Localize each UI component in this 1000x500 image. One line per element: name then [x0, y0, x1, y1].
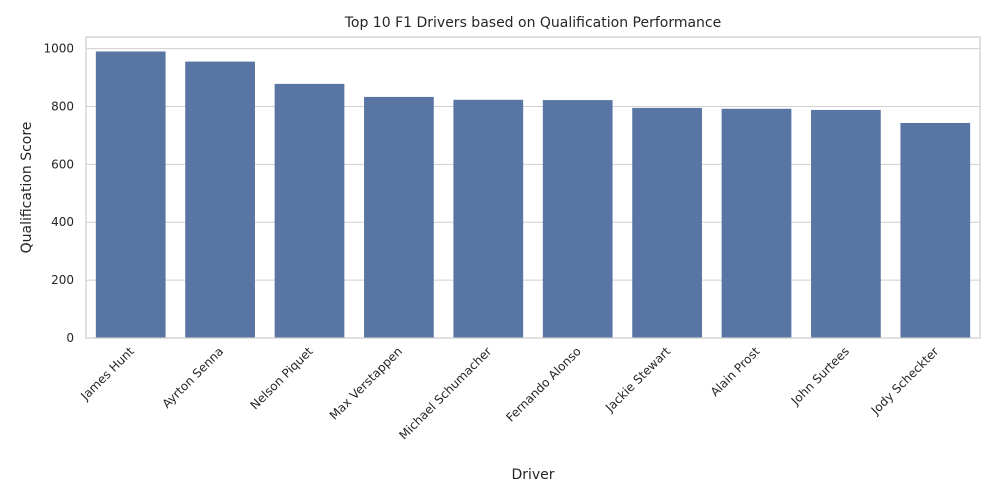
x-tick-label: Ayrton Senna [159, 344, 226, 411]
x-axis-label: Driver [511, 467, 554, 483]
y-tick-label: 1000 [43, 42, 74, 56]
x-tick-label: James Hunt [77, 344, 137, 404]
bar [274, 83, 345, 338]
y-tick-label: 600 [51, 157, 74, 171]
y-axis-label: Qualification Score [19, 122, 35, 254]
x-tick-label: Max Verstappen [327, 344, 405, 422]
x-tick-label: Michael Schumacher [396, 344, 494, 442]
bar [632, 107, 702, 338]
bar [900, 122, 971, 339]
bar [185, 61, 255, 339]
bar [453, 99, 524, 338]
bars [95, 51, 971, 339]
y-tick-label: 800 [51, 99, 74, 113]
x-tick-labels: James Hunt Ayrton Senna Nelson Piquet Max V… [77, 344, 941, 442]
x-tick-label: Alain Prost [708, 344, 763, 399]
bar [364, 96, 434, 338]
y-tick-label: 200 [51, 273, 74, 287]
x-tick-label: Jody Scheckter [868, 344, 942, 418]
x-tick-label: Nelson Piquet [248, 344, 316, 412]
bar [721, 108, 792, 339]
x-tick-label: Jackie Stewart [602, 344, 673, 415]
y-tick-label: 0 [66, 331, 74, 345]
bar [95, 51, 166, 338]
plot-frame [85, 36, 981, 339]
y-tick-labels: 0 200 400 600 800 1000 [43, 42, 74, 345]
chart-title: Top 10 F1 Drivers based on Qualification… [344, 15, 722, 31]
y-tick-label: 400 [51, 215, 74, 229]
bar [811, 109, 881, 338]
bar [542, 100, 613, 338]
x-tick-label: Fernando Alonso [503, 344, 583, 424]
x-tick-label: John Surtees [788, 344, 852, 408]
